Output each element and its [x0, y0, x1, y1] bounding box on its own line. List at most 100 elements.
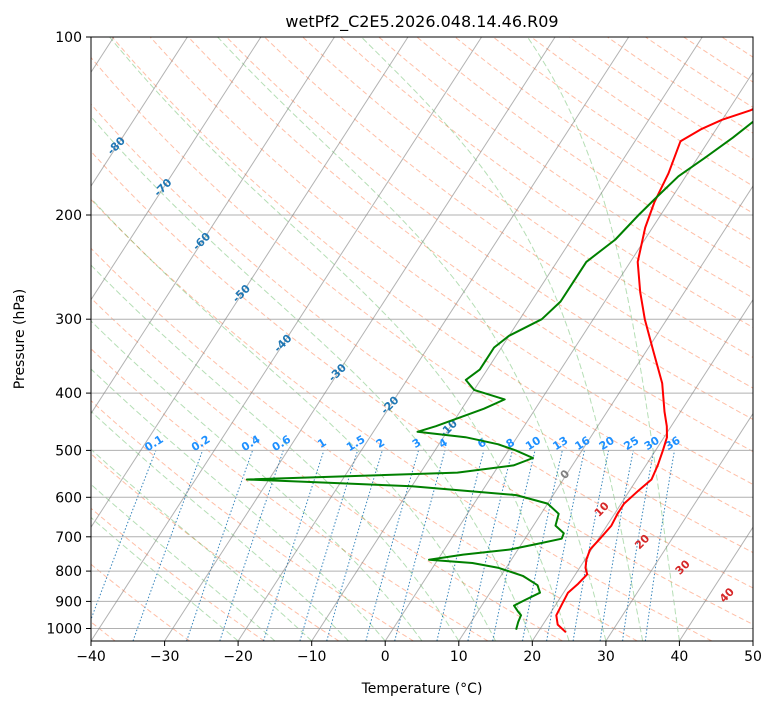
dry-adiabat [607, 37, 753, 134]
moist-adiabat [91, 410, 349, 641]
y-tick-label: 500 [55, 443, 82, 459]
mixing-ratio-label: 1.5 [344, 433, 367, 454]
mixing-ratio-line [263, 450, 325, 641]
y-tick-label: 200 [55, 208, 82, 224]
mixing-ratio-label: 6 [475, 436, 489, 451]
isotherm-label: -50 [230, 282, 253, 305]
moist-adiabat [91, 320, 423, 641]
y-axis: 100 200 300 400 500 600 700 800 900 1000 [46, 30, 91, 638]
dry-adiabat [91, 563, 190, 641]
y-tick-label: 900 [55, 594, 82, 610]
moist-adiabat [91, 264, 460, 641]
isotherm-line [91, 37, 262, 301]
isotherm-line [384, 71, 753, 641]
x-tick-label: −10 [297, 649, 327, 665]
dry-adiabat [91, 297, 563, 641]
dry-adiabat [340, 37, 753, 328]
pressure-grid [91, 37, 753, 629]
dry-adiabats [91, 37, 753, 641]
mixing-ratio-line [91, 450, 157, 621]
isotherm-line [311, 37, 703, 641]
isotherm-line [605, 412, 753, 641]
chart-title: wetPf2_C2E5.2026.048.14.46.R09 [285, 12, 558, 32]
dry-adiabat [683, 37, 753, 83]
isotherm-line [458, 185, 753, 641]
isotherm-line [91, 37, 188, 187]
mixing-ratio-label: 3 [410, 436, 423, 451]
dry-adiabat [264, 37, 753, 389]
isotherm-label: -20 [378, 393, 401, 416]
mixing-ratio-line [436, 450, 485, 641]
dry-adiabat [111, 37, 753, 519]
mixing-ratio-line [365, 450, 419, 641]
warm-isotherm-label: 20 [632, 532, 652, 552]
x-axis: −40 −30 −20 −10 0 10 20 30 40 50 [76, 641, 762, 665]
y-tick-label: 100 [55, 30, 82, 46]
warm-isotherm-label: 40 [717, 585, 737, 605]
isopleth-labels: 0.1 0.2 0.4 0.6 1 1.5 2 3 4 6 8 10 13 16 20 25 30 36-100-… [10, 47, 737, 605]
warm-isotherm-label: 30 [673, 557, 693, 577]
x-tick-label: −40 [76, 649, 106, 665]
isotherm-line [164, 37, 556, 641]
dewpoint-profile [245, 120, 753, 630]
x-tick-label: −30 [150, 649, 180, 665]
y-tick-label: 300 [55, 312, 82, 328]
dry-adiabat [91, 198, 713, 641]
y-tick-label: 800 [55, 564, 82, 580]
x-tick-label: 0 [381, 649, 390, 665]
mixing-ratio-label: 2 [374, 436, 387, 451]
mixing-ratio-line [492, 450, 536, 641]
dry-adiabat [187, 37, 753, 453]
isotherm-line [678, 526, 753, 641]
dry-adiabat [91, 150, 753, 625]
x-tick-label: 30 [597, 649, 615, 665]
moist-adiabat [91, 448, 313, 641]
isotherm-line [237, 37, 630, 641]
dry-adiabat [721, 37, 753, 58]
x-tick-label: 50 [744, 649, 762, 665]
moist-adiabat [91, 197, 497, 641]
moist-adiabat [91, 115, 533, 641]
dry-adiabat [91, 348, 489, 641]
y-tick-label: 400 [55, 386, 82, 402]
dry-adiabat [91, 247, 638, 641]
mixing-ratio-label: 0.1 [142, 433, 165, 454]
y-axis-label: Pressure (hPa) [12, 289, 28, 389]
isotherm-label: -100 [10, 47, 39, 76]
moist-adiabat [109, 37, 570, 641]
y-tick-label: 1000 [46, 622, 82, 638]
y-tick-label: 600 [55, 490, 82, 506]
isotherm-line [91, 37, 483, 641]
dry-adiabat [149, 37, 753, 485]
mixing-ratio-line [132, 450, 204, 641]
isotherm-label: -40 [271, 331, 294, 354]
x-tick-label: −20 [223, 649, 253, 665]
isotherm-label: -60 [190, 230, 213, 253]
moist-adiabats [91, 37, 680, 641]
moist-adiabat [91, 368, 386, 641]
dry-adiabat [492, 37, 753, 214]
dry-adiabat [91, 103, 753, 589]
dry-adiabat [91, 399, 414, 641]
mixing-ratio-line [326, 450, 383, 641]
mixing-ratio-line [186, 450, 254, 641]
mixing-ratio-line [219, 450, 284, 641]
dry-adiabat [91, 507, 265, 641]
moist-adiabat [360, 37, 644, 641]
dry-adiabat [91, 56, 753, 554]
dry-adiabat [91, 453, 340, 641]
x-tick-label: 10 [450, 649, 468, 665]
mixing-ratio-line [644, 450, 675, 641]
isotherm-label: -90 [58, 92, 81, 115]
moist-adiabat [91, 516, 239, 641]
isotherms [91, 37, 753, 641]
isotherm-line [91, 37, 409, 529]
y-tick-label: 700 [55, 530, 82, 546]
isotherm-line [752, 640, 753, 641]
isotherm-label: -70 [151, 176, 174, 199]
mixing-ratio-label: 1 [315, 436, 328, 451]
mixing-ratio-line [394, 450, 446, 641]
plot-frame [90, 36, 754, 642]
x-tick-label: 40 [670, 649, 688, 665]
